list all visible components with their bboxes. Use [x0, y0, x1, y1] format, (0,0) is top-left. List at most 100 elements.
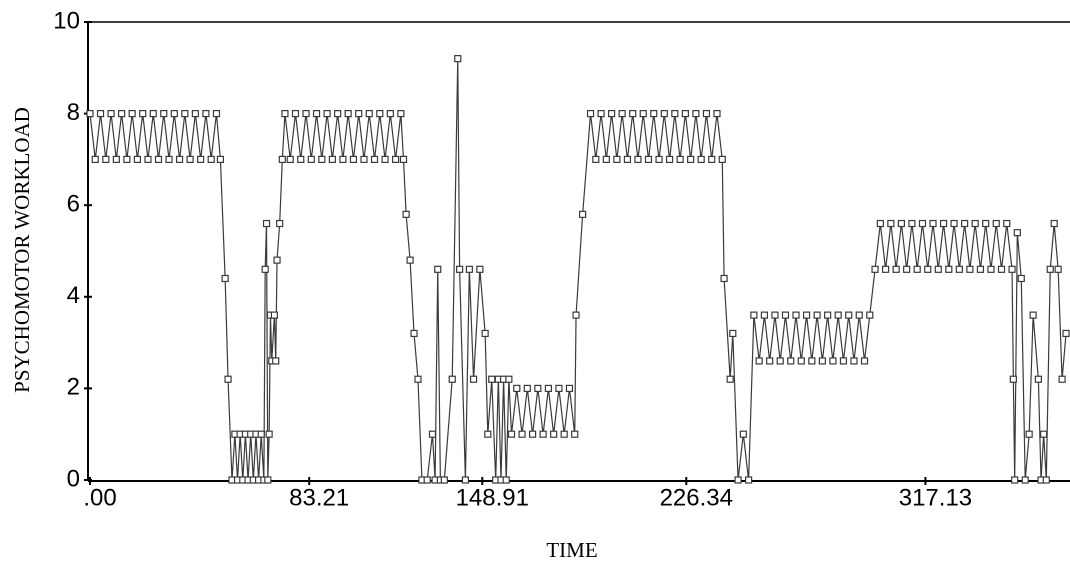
data-point — [170, 109, 178, 118]
data-point — [257, 430, 265, 438]
x-tick-label: 317.13 — [899, 484, 972, 511]
data-point — [555, 384, 563, 392]
data-point — [414, 375, 422, 383]
data-point — [102, 155, 110, 163]
data-point — [961, 219, 969, 228]
data-point — [929, 219, 937, 228]
data-point — [202, 109, 210, 118]
data-point — [834, 311, 842, 319]
data-point — [729, 329, 737, 338]
data-point — [160, 109, 168, 118]
data-point — [265, 430, 273, 438]
data-point — [708, 155, 716, 163]
data-point — [608, 109, 616, 118]
data-point — [597, 109, 605, 118]
data-point — [323, 109, 331, 118]
data-point — [634, 155, 642, 163]
data-point — [813, 311, 821, 319]
data-point — [560, 430, 568, 438]
data-point — [792, 311, 800, 319]
data-point — [945, 265, 953, 273]
data-point — [154, 155, 163, 163]
data-point — [544, 384, 552, 392]
data-point — [918, 219, 927, 228]
data-point — [881, 265, 890, 273]
data-point — [133, 155, 142, 163]
data-point — [1003, 219, 1011, 228]
data-point — [692, 109, 700, 118]
data-point — [278, 155, 286, 163]
data-point — [360, 155, 368, 163]
data-point — [713, 109, 721, 118]
data-point — [760, 311, 769, 319]
data-point — [484, 430, 492, 438]
data-point — [726, 375, 734, 383]
data-point — [992, 219, 1000, 228]
data-point — [191, 109, 199, 118]
data-point — [955, 265, 963, 273]
data-point — [586, 109, 595, 118]
data-point — [1017, 274, 1025, 283]
data-point — [966, 265, 974, 273]
data-point — [402, 210, 410, 218]
data-point — [528, 430, 537, 438]
data-point — [745, 476, 753, 484]
data-point — [687, 155, 695, 163]
data-point — [397, 109, 405, 118]
data-point — [276, 219, 284, 228]
data-point — [461, 476, 470, 484]
data-point — [818, 357, 826, 365]
data-point — [465, 265, 473, 273]
data-point — [307, 155, 315, 163]
data-point — [924, 265, 932, 273]
y-tick-label: 6 — [67, 191, 80, 218]
data-point — [454, 55, 462, 63]
data-point — [365, 109, 373, 118]
data-point — [181, 109, 189, 118]
data-point — [934, 265, 942, 273]
data-point — [1042, 476, 1050, 484]
data-point — [718, 155, 726, 163]
data-point — [802, 311, 811, 319]
data-point — [939, 219, 948, 228]
data-point — [887, 219, 895, 228]
data-point — [579, 210, 587, 218]
data-point — [1021, 476, 1029, 484]
data-point — [96, 109, 105, 118]
data-point — [410, 329, 418, 338]
data-point — [671, 109, 679, 118]
data-point — [456, 265, 464, 273]
data-point — [771, 311, 779, 319]
data-point — [144, 155, 152, 163]
data-point — [149, 109, 157, 118]
data-point — [572, 311, 580, 319]
data-point — [534, 384, 542, 392]
y-tick-label: 4 — [67, 282, 80, 309]
data-point — [518, 430, 526, 438]
data-point — [399, 155, 408, 163]
data-point — [660, 109, 668, 118]
data-point — [507, 430, 516, 438]
data-point — [639, 109, 647, 118]
data-point — [766, 357, 774, 365]
data-point — [107, 109, 115, 118]
data-point — [971, 219, 979, 228]
data-point — [618, 109, 626, 118]
data-point — [212, 109, 221, 118]
data-point — [829, 357, 837, 365]
data-point — [1013, 229, 1021, 237]
data-point — [839, 357, 848, 365]
data-point — [312, 109, 321, 118]
data-point — [523, 384, 531, 392]
data-point — [91, 155, 99, 163]
data-point — [623, 155, 632, 163]
x-tick-label: 148.91 — [456, 484, 529, 511]
data-point — [681, 109, 689, 118]
data-point — [488, 375, 496, 383]
data-point — [665, 155, 674, 163]
data-point — [892, 265, 900, 273]
data-point — [434, 265, 442, 273]
data-point — [592, 155, 600, 163]
x-axis-title: TIME — [546, 538, 597, 562]
